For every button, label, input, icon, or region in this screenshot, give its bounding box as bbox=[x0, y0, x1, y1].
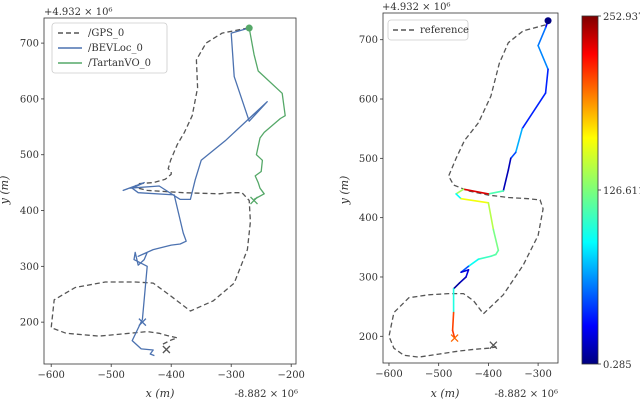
trajectory-segment bbox=[451, 329, 456, 339]
trajectory-segment bbox=[487, 202, 495, 231]
trajectory-segment bbox=[502, 169, 510, 192]
right-y-tick-label: 600 bbox=[359, 95, 378, 106]
series-line-tartanvo0 bbox=[248, 27, 286, 200]
trajectory-segment bbox=[509, 151, 517, 160]
right-x-tick-label: −400 bbox=[475, 369, 502, 380]
right-x-tick-label: −500 bbox=[425, 369, 452, 380]
left-y-tick-label: 500 bbox=[20, 150, 39, 161]
trajectory-segment bbox=[460, 269, 470, 274]
right-y-axis-label: y (m) bbox=[338, 176, 351, 206]
trajectory-segment bbox=[465, 269, 470, 278]
colorbar-label-min: 0.285 bbox=[603, 360, 632, 371]
left-legend: /GPS_0 /BEVLoc_0 /TartanVO_0 bbox=[51, 22, 168, 74]
legend-label-reference: reference bbox=[420, 25, 469, 36]
trajectory-segment bbox=[537, 44, 549, 71]
start-marker bbox=[544, 17, 552, 25]
trajectory-segment bbox=[521, 92, 547, 130]
series-line-gps0 bbox=[50, 27, 252, 346]
trajectory-segment bbox=[460, 197, 490, 204]
right-legend: reference bbox=[387, 19, 469, 41]
right-x-tick-label: −300 bbox=[524, 369, 551, 380]
left-y-offset-label: +4.932 × 10⁶ bbox=[44, 7, 112, 18]
colorbar: 252.937 126.611 0.285 bbox=[581, 12, 640, 371]
left-y-tick-label: 400 bbox=[20, 206, 39, 217]
left-x-tick-label: −300 bbox=[217, 370, 244, 381]
left-y-axis-label: y (m) bbox=[0, 176, 11, 206]
trajectory-segment bbox=[537, 27, 547, 47]
left-x-tick-label: −600 bbox=[37, 370, 64, 381]
right-series-layer bbox=[388, 17, 552, 358]
trajectory-segment bbox=[492, 228, 500, 252]
left-x-tick-label: −200 bbox=[277, 370, 304, 381]
trajectory-segment bbox=[455, 193, 462, 200]
left-chart: +4.932 × 10⁶ −600 −500 −400 −300 −200 200 300 4… bbox=[0, 7, 305, 400]
series-line-bevloc0 bbox=[122, 27, 268, 357]
trajectory-segment bbox=[467, 258, 480, 268]
trajectory-segment bbox=[458, 276, 467, 284]
trajectory-segment bbox=[514, 127, 524, 154]
trajectory-segment bbox=[507, 157, 512, 172]
trajectory-segment bbox=[452, 282, 461, 290]
right-x-axis-label: x (m) bbox=[431, 387, 460, 400]
right-y-tick-label: 300 bbox=[359, 272, 378, 283]
right-plot-frame bbox=[382, 12, 559, 364]
colorbar-gradient bbox=[581, 15, 599, 365]
left-legend-box bbox=[51, 22, 168, 74]
right-x-offset-label: -8.882 × 10⁶ bbox=[495, 389, 558, 400]
right-tick-layer: −600 −500 −400 −300 200 300 400 500 600 700 bbox=[359, 35, 552, 380]
end-marker bbox=[250, 196, 258, 205]
right-y-tick-label: 700 bbox=[359, 35, 378, 46]
right-legend-box bbox=[387, 19, 469, 41]
trajectory-segment bbox=[495, 249, 500, 256]
trajectory-segment bbox=[451, 311, 455, 332]
end-marker bbox=[162, 345, 171, 354]
colorbar-label-mid: 126.611 bbox=[603, 186, 640, 197]
right-y-offset-label: +4.932 × 10⁶ bbox=[382, 2, 450, 13]
legend-label-bevloc: /BEVLoc_0 bbox=[88, 43, 143, 54]
left-y-tick-label: 300 bbox=[20, 262, 39, 273]
left-y-tick-label: 600 bbox=[20, 94, 39, 105]
trajectory-segment bbox=[462, 188, 490, 195]
reference-line bbox=[388, 24, 546, 358]
left-y-tick-label: 200 bbox=[20, 318, 39, 329]
left-y-tick-label: 700 bbox=[20, 39, 39, 50]
right-y-tick-label: 400 bbox=[359, 213, 378, 224]
right-chart: +4.932 × 10⁶ −600 −500 −400 −300 200 300 400 50… bbox=[338, 2, 559, 400]
trajectory-segment bbox=[544, 68, 549, 94]
end-marker bbox=[489, 341, 498, 350]
left-series-layer bbox=[50, 24, 286, 357]
trajectory-segment bbox=[455, 188, 465, 195]
right-y-tick-label: 200 bbox=[359, 332, 378, 343]
left-plot-frame bbox=[43, 17, 297, 365]
left-x-tick-label: −400 bbox=[157, 370, 184, 381]
right-y-tick-label: 500 bbox=[359, 154, 378, 165]
trajectory-segment bbox=[490, 253, 497, 258]
start-marker bbox=[245, 24, 253, 32]
trajectory-segment bbox=[477, 255, 492, 260]
legend-label-gps: /GPS_0 bbox=[88, 28, 124, 39]
right-x-tick-label: −600 bbox=[375, 369, 402, 380]
left-tick-layer: −600 −500 −400 −300 −200 200 300 400 500 600 700 bbox=[20, 39, 305, 381]
trajectory-segment bbox=[487, 190, 505, 195]
left-x-axis-label: x (m) bbox=[146, 387, 175, 400]
end-marker bbox=[138, 318, 147, 327]
legend-label-tartanvo: /TartanVO_0 bbox=[88, 58, 151, 69]
end-marker bbox=[450, 334, 459, 343]
left-x-offset-label: -8.882 × 10⁶ bbox=[235, 389, 298, 400]
left-x-tick-label: −500 bbox=[97, 370, 124, 381]
colorbar-label-max: 252.937 bbox=[603, 12, 640, 23]
